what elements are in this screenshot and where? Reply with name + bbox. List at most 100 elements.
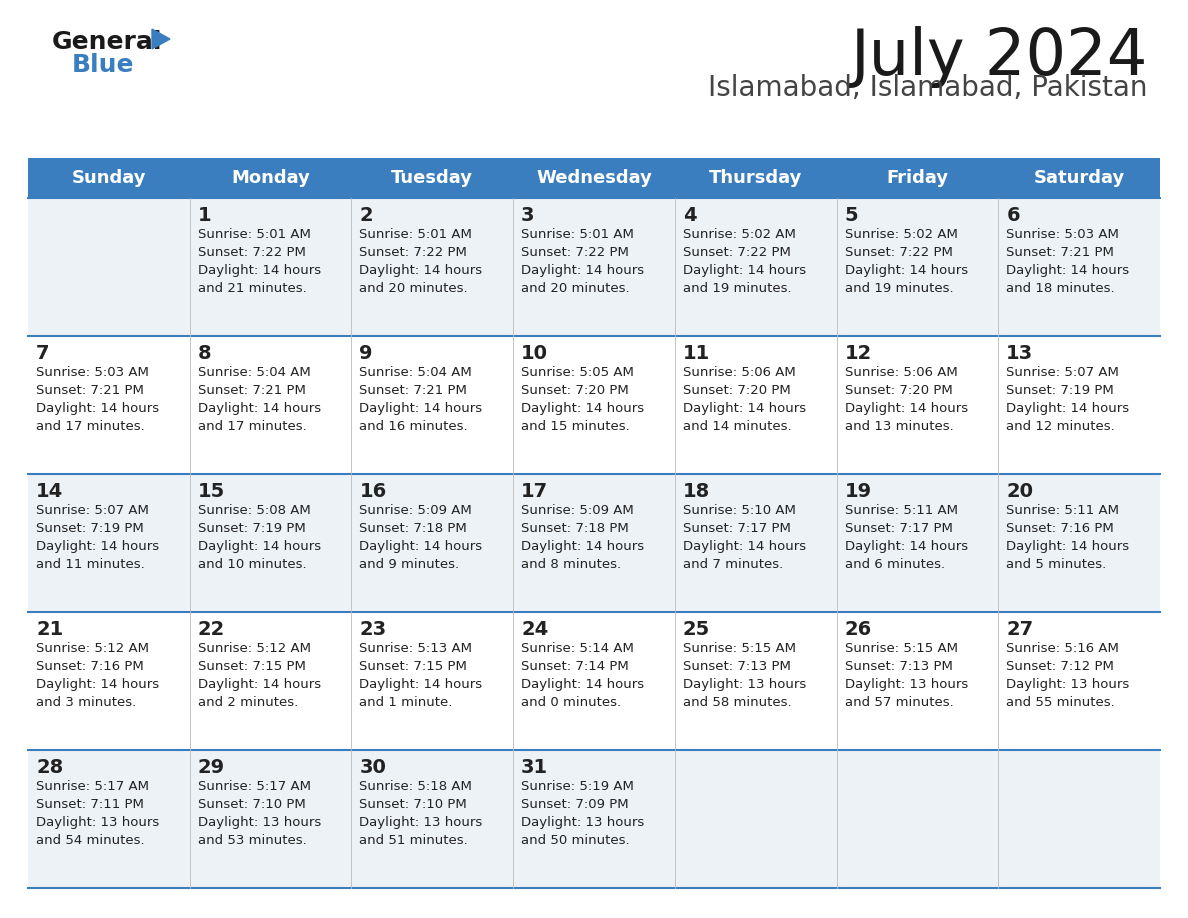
Text: and 11 minutes.: and 11 minutes. — [36, 558, 145, 571]
Text: Daylight: 14 hours: Daylight: 14 hours — [360, 402, 482, 415]
Text: General: General — [52, 30, 163, 54]
Text: Daylight: 13 hours: Daylight: 13 hours — [360, 816, 482, 829]
Text: Daylight: 14 hours: Daylight: 14 hours — [197, 678, 321, 691]
Text: and 58 minutes.: and 58 minutes. — [683, 696, 791, 709]
Text: Sunset: 7:16 PM: Sunset: 7:16 PM — [1006, 522, 1114, 535]
Text: Sunrise: 5:03 AM: Sunrise: 5:03 AM — [36, 366, 148, 379]
Text: Daylight: 14 hours: Daylight: 14 hours — [683, 264, 805, 277]
Text: Sunset: 7:14 PM: Sunset: 7:14 PM — [522, 660, 628, 673]
Bar — [29, 612, 1159, 750]
Text: Sunset: 7:19 PM: Sunset: 7:19 PM — [1006, 384, 1114, 397]
Text: and 57 minutes.: and 57 minutes. — [845, 696, 953, 709]
Text: July 2024: July 2024 — [851, 26, 1148, 88]
Text: Sunrise: 5:06 AM: Sunrise: 5:06 AM — [683, 366, 796, 379]
Bar — [29, 158, 1159, 198]
Text: Sunset: 7:20 PM: Sunset: 7:20 PM — [522, 384, 628, 397]
Text: and 17 minutes.: and 17 minutes. — [36, 420, 145, 433]
Text: and 54 minutes.: and 54 minutes. — [36, 834, 145, 847]
Text: 11: 11 — [683, 344, 710, 363]
Polygon shape — [152, 29, 170, 49]
Text: Sunset: 7:13 PM: Sunset: 7:13 PM — [683, 660, 791, 673]
Text: Sunset: 7:19 PM: Sunset: 7:19 PM — [36, 522, 144, 535]
Text: Sunset: 7:20 PM: Sunset: 7:20 PM — [683, 384, 790, 397]
Text: Daylight: 13 hours: Daylight: 13 hours — [36, 816, 159, 829]
Text: and 5 minutes.: and 5 minutes. — [1006, 558, 1106, 571]
Text: Sunrise: 5:19 AM: Sunrise: 5:19 AM — [522, 780, 634, 793]
Text: Sunrise: 5:13 AM: Sunrise: 5:13 AM — [360, 642, 473, 655]
Text: Sunset: 7:22 PM: Sunset: 7:22 PM — [845, 246, 953, 259]
Text: Sunrise: 5:09 AM: Sunrise: 5:09 AM — [522, 504, 634, 517]
Text: and 20 minutes.: and 20 minutes. — [522, 282, 630, 295]
Text: Sunrise: 5:01 AM: Sunrise: 5:01 AM — [360, 228, 473, 241]
Text: Sunrise: 5:16 AM: Sunrise: 5:16 AM — [1006, 642, 1119, 655]
Text: Daylight: 13 hours: Daylight: 13 hours — [197, 816, 321, 829]
Text: Daylight: 13 hours: Daylight: 13 hours — [522, 816, 644, 829]
Text: Sunrise: 5:07 AM: Sunrise: 5:07 AM — [36, 504, 148, 517]
Text: Sunrise: 5:17 AM: Sunrise: 5:17 AM — [197, 780, 311, 793]
Text: Sunset: 7:10 PM: Sunset: 7:10 PM — [197, 798, 305, 811]
Text: Sunset: 7:15 PM: Sunset: 7:15 PM — [197, 660, 305, 673]
Text: Sunrise: 5:08 AM: Sunrise: 5:08 AM — [197, 504, 310, 517]
Text: 29: 29 — [197, 758, 225, 777]
Text: Sunrise: 5:12 AM: Sunrise: 5:12 AM — [36, 642, 148, 655]
Text: and 7 minutes.: and 7 minutes. — [683, 558, 783, 571]
Text: 30: 30 — [360, 758, 386, 777]
Text: Sunrise: 5:15 AM: Sunrise: 5:15 AM — [845, 642, 958, 655]
Text: Daylight: 14 hours: Daylight: 14 hours — [36, 540, 159, 553]
Text: Friday: Friday — [886, 169, 948, 187]
Text: Sunrise: 5:04 AM: Sunrise: 5:04 AM — [197, 366, 310, 379]
Text: 14: 14 — [36, 482, 63, 501]
Text: Sunrise: 5:04 AM: Sunrise: 5:04 AM — [360, 366, 472, 379]
Text: Sunrise: 5:15 AM: Sunrise: 5:15 AM — [683, 642, 796, 655]
Text: Sunset: 7:21 PM: Sunset: 7:21 PM — [197, 384, 305, 397]
Text: 19: 19 — [845, 482, 872, 501]
Text: 18: 18 — [683, 482, 710, 501]
Text: Sunrise: 5:11 AM: Sunrise: 5:11 AM — [1006, 504, 1119, 517]
Text: 25: 25 — [683, 620, 710, 639]
Text: 20: 20 — [1006, 482, 1034, 501]
Text: 9: 9 — [360, 344, 373, 363]
Text: and 51 minutes.: and 51 minutes. — [360, 834, 468, 847]
Text: Sunrise: 5:02 AM: Sunrise: 5:02 AM — [683, 228, 796, 241]
Text: 15: 15 — [197, 482, 225, 501]
Text: and 18 minutes.: and 18 minutes. — [1006, 282, 1114, 295]
Text: Daylight: 13 hours: Daylight: 13 hours — [845, 678, 968, 691]
Text: 10: 10 — [522, 344, 548, 363]
Text: Daylight: 14 hours: Daylight: 14 hours — [1006, 402, 1130, 415]
Text: Sunset: 7:18 PM: Sunset: 7:18 PM — [522, 522, 628, 535]
Text: 24: 24 — [522, 620, 549, 639]
Text: 21: 21 — [36, 620, 63, 639]
Text: Sunrise: 5:03 AM: Sunrise: 5:03 AM — [1006, 228, 1119, 241]
Text: and 0 minutes.: and 0 minutes. — [522, 696, 621, 709]
Text: and 19 minutes.: and 19 minutes. — [845, 282, 953, 295]
Text: and 2 minutes.: and 2 minutes. — [197, 696, 298, 709]
Text: Daylight: 14 hours: Daylight: 14 hours — [36, 678, 159, 691]
Text: Islamabad, Islamabad, Pakistan: Islamabad, Islamabad, Pakistan — [708, 74, 1148, 102]
Text: and 16 minutes.: and 16 minutes. — [360, 420, 468, 433]
Text: Sunset: 7:21 PM: Sunset: 7:21 PM — [36, 384, 144, 397]
Text: Daylight: 14 hours: Daylight: 14 hours — [36, 402, 159, 415]
Text: and 15 minutes.: and 15 minutes. — [522, 420, 630, 433]
Text: Sunrise: 5:05 AM: Sunrise: 5:05 AM — [522, 366, 634, 379]
Text: Daylight: 14 hours: Daylight: 14 hours — [522, 402, 644, 415]
Text: Daylight: 14 hours: Daylight: 14 hours — [360, 540, 482, 553]
Text: Sunset: 7:20 PM: Sunset: 7:20 PM — [845, 384, 953, 397]
Text: Daylight: 14 hours: Daylight: 14 hours — [360, 678, 482, 691]
Text: Daylight: 13 hours: Daylight: 13 hours — [1006, 678, 1130, 691]
Text: and 9 minutes.: and 9 minutes. — [360, 558, 460, 571]
Text: Sunset: 7:11 PM: Sunset: 7:11 PM — [36, 798, 144, 811]
Text: Daylight: 14 hours: Daylight: 14 hours — [683, 540, 805, 553]
Text: 4: 4 — [683, 206, 696, 225]
Text: Sunset: 7:22 PM: Sunset: 7:22 PM — [683, 246, 791, 259]
Text: Daylight: 13 hours: Daylight: 13 hours — [683, 678, 807, 691]
Text: Thursday: Thursday — [709, 169, 802, 187]
Text: Sunrise: 5:11 AM: Sunrise: 5:11 AM — [845, 504, 958, 517]
Bar — [29, 750, 1159, 888]
Text: Sunset: 7:18 PM: Sunset: 7:18 PM — [360, 522, 467, 535]
Text: Sunrise: 5:07 AM: Sunrise: 5:07 AM — [1006, 366, 1119, 379]
Text: 13: 13 — [1006, 344, 1034, 363]
Text: Wednesday: Wednesday — [536, 169, 652, 187]
Text: and 12 minutes.: and 12 minutes. — [1006, 420, 1116, 433]
Text: 31: 31 — [522, 758, 549, 777]
Text: Sunset: 7:21 PM: Sunset: 7:21 PM — [360, 384, 467, 397]
